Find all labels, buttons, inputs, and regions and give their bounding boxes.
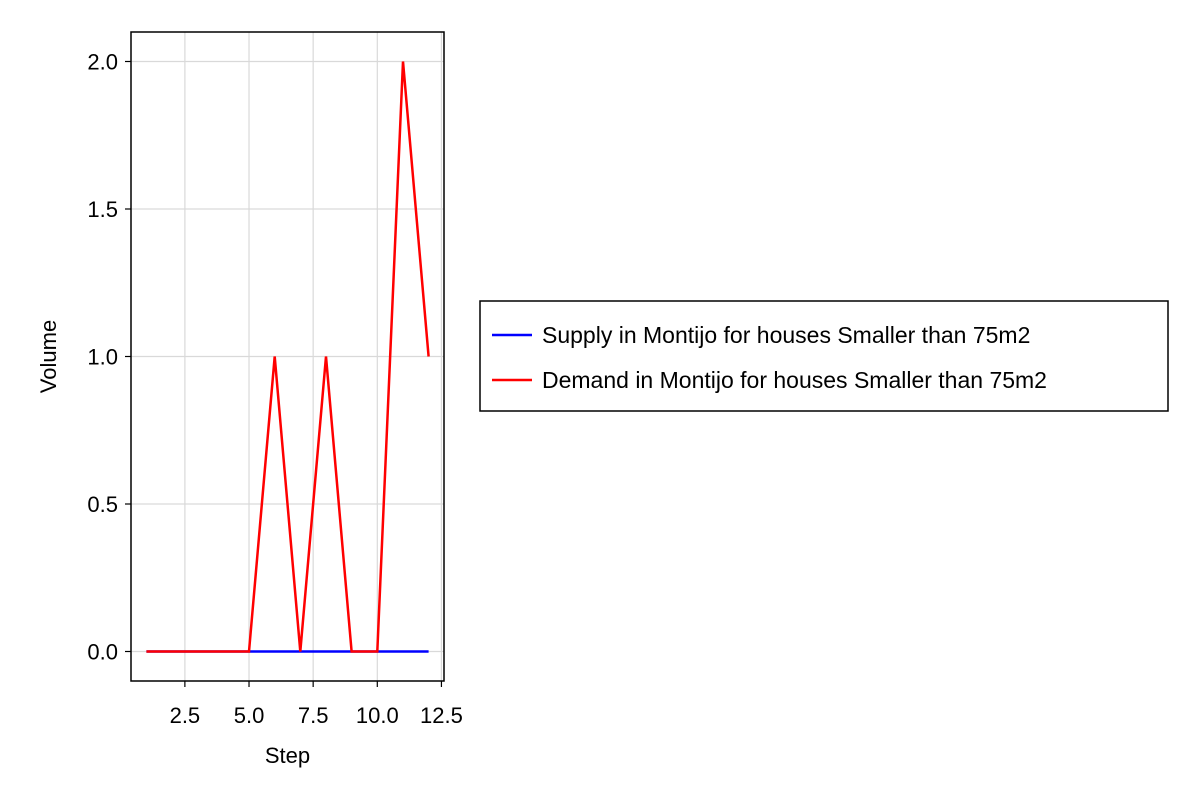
y-tick-label: 1.5 — [87, 197, 118, 222]
x-tick-label: 2.5 — [170, 703, 201, 728]
x-tick-label: 12.5 — [420, 703, 463, 728]
x-tick-label: 7.5 — [298, 703, 329, 728]
legend-label-demand: Demand in Montijo for houses Smaller tha… — [542, 367, 1047, 393]
grid — [131, 32, 444, 681]
x-axis-label: Step — [265, 743, 310, 768]
y-tick-label: 2.0 — [87, 50, 118, 75]
y-tick-label: 0.0 — [87, 640, 118, 665]
series-line-demand — [146, 61, 430, 653]
x-tick-label: 5.0 — [234, 703, 265, 728]
legend-box — [479, 300, 1169, 412]
x-axis-ticks: 2.5 5.0 7.5 10.0 12.5 — [170, 681, 463, 728]
y-axis-label: Volume — [36, 320, 61, 393]
legend: Supply in Montijo for houses Smaller tha… — [479, 300, 1169, 412]
series-lines — [146, 61, 430, 653]
y-axis-ticks: 0.0 0.5 1.0 1.5 2.0 — [87, 50, 131, 665]
y-tick-label: 1.0 — [87, 345, 118, 370]
y-tick-label: 0.5 — [87, 492, 118, 517]
x-tick-label: 10.0 — [356, 703, 399, 728]
legend-label-supply: Supply in Montijo for houses Smaller tha… — [542, 322, 1030, 348]
